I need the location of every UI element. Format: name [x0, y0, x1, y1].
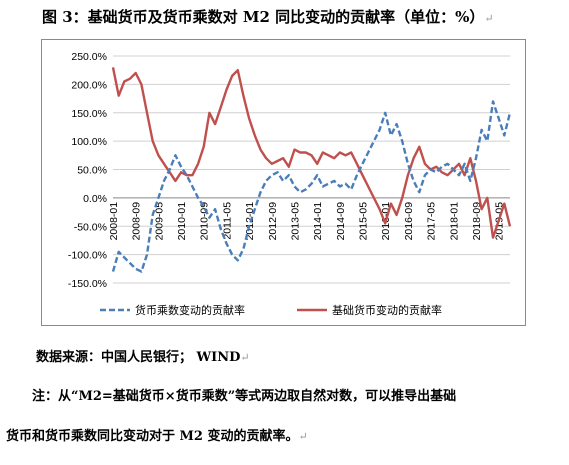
- y-tick-label: 50.0%: [77, 165, 107, 177]
- legend: 货币乘数变动的贡献率 基础货币变动的贡献率: [100, 303, 442, 317]
- paragraph-mark: ↵: [240, 351, 250, 364]
- x-tick-label: 2008-09: [131, 202, 143, 241]
- x-tick-label: 2011-05: [221, 202, 233, 240]
- note-line-2-text: 货币和货币乘数同比变动对于 M2 变动的贡献率。: [6, 429, 299, 444]
- x-tick-label: 2008-01: [108, 202, 120, 241]
- x-tick-label: 2014-01: [312, 202, 324, 241]
- figure-title: 图 3：基础货币及货币乘数对 M2 同比变动的贡献率（单位：%）↵: [42, 6, 494, 27]
- x-tick-label: 2013-05: [289, 202, 301, 241]
- x-tick-label: 2009-05: [153, 202, 165, 241]
- x-tick-label: 2012-09: [267, 202, 279, 241]
- gridlines: [113, 55, 510, 284]
- note-line-2: 货币和货币乘数同比变动对于 M2 变动的贡献率。↵: [6, 425, 308, 444]
- series-lines: [111, 67, 512, 273]
- x-tick-label: 2014-09: [335, 202, 347, 241]
- x-tick-label: 2017-05: [426, 202, 438, 241]
- x-tick-label: 2010-01: [176, 202, 188, 241]
- y-tick-label: -150.0%: [68, 278, 107, 290]
- x-axis-ticks: 2008-01 2008-09 2009-05 2010-01 2010-09 2011-…: [108, 202, 506, 241]
- y-tick-label: 0.0%: [83, 193, 107, 205]
- note-line-1: 注：从“M2=基础货币×货币乘数”等式两边取自然对数，可以推导出基础: [32, 389, 457, 404]
- data-source: 数据来源：中国人民银行； WIND↵: [36, 346, 250, 365]
- y-axis-ticks: 250.0% 200.0% 150.0% 100.0% 50.0% 0.0% -50.0% -…: [68, 51, 107, 290]
- y-tick-label: 100.0%: [71, 136, 107, 148]
- x-tick-label: 2018-09: [471, 202, 483, 241]
- paragraph-mark: ↵: [484, 12, 494, 25]
- data-source-text: 数据来源：中国人民银行； WIND: [36, 350, 241, 365]
- x-tick-label: 2018-01: [448, 202, 460, 241]
- x-tick-label: 2015-05: [358, 202, 370, 241]
- line-chart: 250.0% 200.0% 150.0% 100.0% 50.0% 0.0% -50.0% -…: [68, 51, 512, 317]
- paragraph-mark: ↵: [298, 430, 308, 443]
- legend-label: 基础货币变动的贡献率: [332, 303, 442, 317]
- y-tick-label: -100.0%: [68, 250, 107, 262]
- y-tick-label: 150.0%: [71, 108, 107, 120]
- series-line: [111, 100, 512, 273]
- x-tick-label: 2010-09: [199, 202, 211, 241]
- series-line: [111, 67, 512, 239]
- legend-label: 货币乘数变动的贡献率: [135, 303, 245, 317]
- y-tick-label: -50.0%: [74, 221, 107, 233]
- chart-frame: 250.0% 200.0% 150.0% 100.0% 50.0% 0.0% -50.0% -…: [41, 39, 526, 326]
- y-tick-label: 200.0%: [71, 79, 107, 91]
- x-tick-label: 2016-09: [403, 202, 415, 241]
- figure-title-text: 图 3：基础货币及货币乘数对 M2 同比变动的贡献率（单位：%）: [42, 8, 485, 26]
- y-tick-label: 250.0%: [71, 51, 107, 63]
